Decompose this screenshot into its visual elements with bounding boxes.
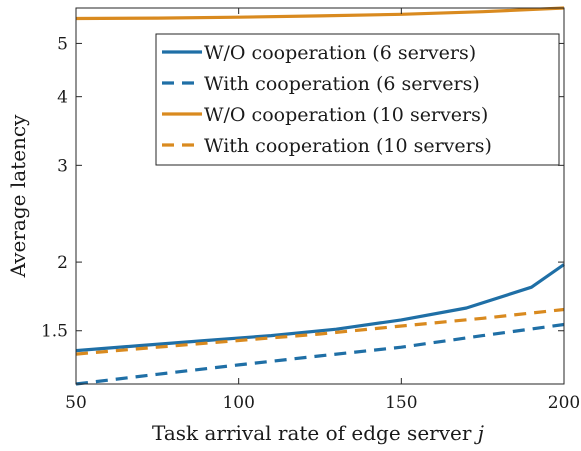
x-tick-label: 50 — [65, 393, 87, 413]
x-axis-label: Task arrival rate of edge server j — [152, 421, 484, 445]
x-tick-label: 100 — [222, 393, 254, 413]
series-line-2 — [75, 322, 565, 386]
series-line-3 — [75, 6, 565, 21]
x-tick-label: 200 — [548, 393, 580, 413]
x-tick-label: 150 — [385, 393, 417, 413]
legend-label-1: W/O cooperation (6 servers) — [204, 42, 476, 64]
legend-label-4: With cooperation (10 servers) — [204, 135, 492, 157]
axes-layer: 50 100 150 200 1.5 2 3 4 5 — [41, 7, 580, 413]
legend: W/O cooperation (6 servers) With cooperat… — [155, 33, 560, 166]
y-tick-label: 4 — [57, 88, 68, 108]
series-layer — [75, 6, 565, 386]
y-axis-label: Average latency — [6, 114, 30, 279]
legend-label-3: W/O cooperation (10 servers) — [204, 104, 488, 126]
y-tick-label: 2 — [57, 253, 68, 273]
y-tick-label: 3 — [57, 156, 68, 176]
y-tick-label: 1.5 — [41, 322, 68, 342]
axes-frame — [75, 7, 565, 385]
series-line-1 — [75, 263, 565, 353]
legend-box — [155, 33, 560, 166]
y-tick-label: 5 — [57, 34, 68, 54]
legend-label-2: With cooperation (6 servers) — [204, 73, 480, 95]
series-line-4 — [75, 307, 565, 356]
